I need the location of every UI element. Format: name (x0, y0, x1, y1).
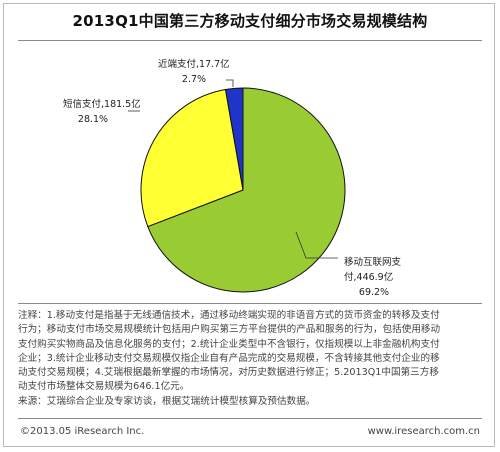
slice-mobile-internet (147, 87, 346, 293)
notes-block: 注释：1.移动支付是指基于无线通信技术，通过移动终端实现的非语音方式的货币资金的… (18, 309, 482, 409)
label-sms-percent: 28.1% (78, 114, 108, 125)
chart-divider (18, 303, 482, 304)
note-line: 企业；3.统计企业移动支付交易规模仅指企业自有产品完成的交易规模，不含转接其他支… (18, 352, 440, 364)
label-mobile-value: 付,446.9亿 (344, 271, 393, 283)
source-line: 来源：艾瑞综合企业及专家访谈，根据艾瑞统计模型核算及预估数据。 (18, 395, 316, 407)
website-link[interactable]: www.iresearch.com.cn (367, 426, 480, 437)
slice-nfc (225, 87, 244, 191)
note-line: 支付购买实物商品及信息化服务的支付；2.统计企业类型中不含银行，仅指规模以上非金… (18, 338, 440, 350)
footer-divider (18, 418, 482, 419)
copyright-text: ©2013.05 iResearch Inc. (20, 426, 145, 437)
label-mobile-percent: 69.2% (359, 287, 389, 298)
label-mobile-name: 移动互联网支 (344, 256, 402, 268)
label-nfc-percent: 2.7% (182, 74, 206, 85)
note-line: 注释：1.移动支付是指基于无线通信技术，通过移动终端实现的非语音方式的货币资金的… (18, 310, 440, 321)
note-line: 行为；移动支付市场交易规模统计包括用户购买第三方平台提供的产品和服务的行为，包括… (18, 324, 441, 336)
note-line: 动支付市场整体交易规模为646.1亿元。 (18, 381, 190, 393)
label-sms-name-value: 短信支付,181.5亿 (63, 98, 141, 110)
leader-line-nfc (226, 79, 234, 87)
pie-slices (140, 87, 346, 293)
title-divider (18, 40, 482, 41)
slice-sms (140, 89, 244, 228)
note-line: 动支付交易规模；4.艾瑞根据最新掌握的市场情况，对历史数据进行修正；5.2013… (18, 367, 439, 379)
label-nfc-name-value: 近端支付,17.7亿 (158, 58, 230, 70)
chart-title: 2013Q1中国第三方移动支付细分市场交易规模结构 (72, 12, 428, 30)
leader-line-mobile (295, 231, 338, 259)
